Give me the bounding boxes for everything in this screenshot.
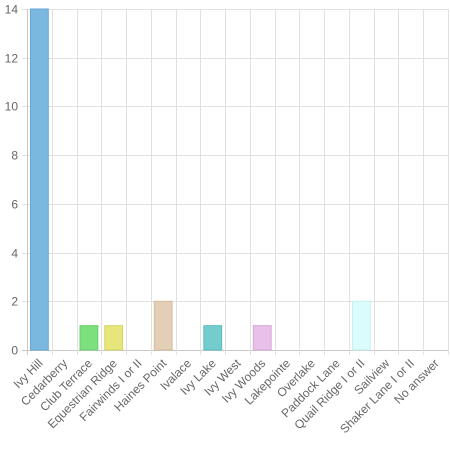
bar[interactable]: [351, 300, 371, 351]
y-tick-label: 14: [5, 3, 19, 17]
bars: [29, 8, 371, 351]
y-tick-label: 8: [11, 149, 18, 163]
y-tick-label: 4: [11, 247, 18, 261]
y-tick-label: 0: [11, 344, 18, 358]
bar[interactable]: [104, 325, 124, 351]
y-tick-label: 10: [5, 100, 19, 114]
bar[interactable]: [79, 325, 99, 351]
grid: [22, 9, 449, 355]
y-axis-ticks: 0 2 4 6 8 10 12 14: [5, 3, 19, 358]
bar[interactable]: [153, 300, 173, 351]
bar[interactable]: [252, 325, 272, 351]
y-tick-label: 6: [11, 198, 18, 212]
bar[interactable]: [203, 325, 223, 351]
bar[interactable]: [29, 8, 49, 351]
y-tick-label: 2: [11, 295, 18, 309]
y-tick-label: 12: [5, 52, 19, 66]
